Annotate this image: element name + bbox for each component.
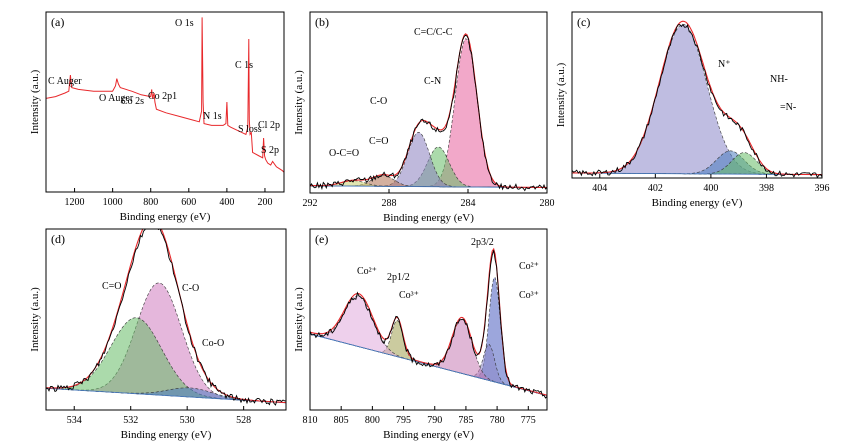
x-tick-label: 404 [592,183,607,194]
peak-annotation: Co³⁺ [399,290,419,301]
peak-annotation: C=O [369,136,389,147]
plot-area [46,229,286,406]
panel-b: 292 288 284 280 Binding energy (eV) Intensity… [293,11,555,224]
peak-annotation: C 1s [235,60,253,71]
y-axis-title: Intensity (a.u.) [293,70,305,135]
x-axis-title: Binding energy (eV) [121,429,212,441]
peak-annotation: Co-O [202,338,224,349]
axes-frame [45,11,285,193]
x-tick-label: 785 [458,415,473,426]
x-tick-label: 292 [303,198,318,209]
x-axis-title: Binding energy (eV) [652,197,743,209]
peak-annotation: =N- [780,102,796,113]
peak-annotation: Co 2s [121,96,144,107]
y-axis-title: Intensity (a.u.) [29,287,41,352]
raw-spectrum [46,229,286,406]
raw-spectrum [310,34,547,192]
x-axis-title: Binding energy (eV) [383,429,474,441]
axes-frame [571,11,823,179]
plot-area [310,33,547,192]
x-tick-label: 800 [365,415,380,426]
x-tick-label: 534 [67,415,82,426]
panel-a: 1200 1000 800 600 400 200 Binding energy (eV) I… [29,11,285,223]
peak-annotation: Cl 2p [258,120,280,131]
peak-annotation: C-O [370,96,387,107]
x-axis-title: Binding energy (eV) [383,212,474,224]
y-axis-title: Intensity (a.u.) [29,69,41,134]
peak-annotation: NH- [770,74,788,85]
plot-area [46,17,284,173]
x-tick-label: 800 [143,197,158,208]
plot-area [572,20,822,178]
x-tick-label: 810 [303,415,318,426]
peak-annotation: C-N [424,76,441,87]
peak-annotation: C=O [102,281,122,292]
plot-area [310,247,547,399]
x-tick-label: 400 [219,197,234,208]
x-tick-label: 400 [703,183,718,194]
panel-e: 810 805 800 795 790 785 780 775 Binding energy (… [293,228,548,441]
x-tick-label: 532 [123,415,138,426]
panel-label: (b) [315,15,329,29]
panel-label: (e) [315,232,328,246]
peak-annotation: Co²⁺ [357,266,377,277]
component-peak [310,131,547,188]
panel-c: 404 402 400 398 396 Binding energy (eV) Intens… [555,11,830,209]
peak-annotation: S 2p [261,145,279,156]
peak-annotation: C Auger [48,76,82,87]
peak-annotation: O-C=O [329,148,359,159]
x-tick-label: 795 [396,415,411,426]
peak-annotation: S loss [238,124,262,135]
peak-annotation: 2p1/2 [387,272,410,283]
x-tick-label: 600 [181,197,196,208]
axes-frame [309,228,548,411]
x-tick-label: 284 [461,198,476,209]
x-axis-title: Binding energy (eV) [120,211,211,223]
component-peak [572,24,822,175]
x-tick-label: 200 [257,197,272,208]
panel-label: (a) [51,15,64,29]
panel-d: 534 532 530 528 Binding energy (eV) Intensity… [29,228,287,441]
y-axis-title: Intensity (a.u.) [293,287,305,352]
x-tick-label: 805 [334,415,349,426]
peak-annotation: C-O [182,283,199,294]
x-tick-label: 1200 [65,197,85,208]
panel-label: (d) [51,232,65,246]
peak-annotation: N⁺ [718,59,731,70]
x-tick-label: 396 [815,183,830,194]
x-tick-label: 530 [180,415,195,426]
peak-annotation: Co 2p1 [148,91,177,102]
peak-annotation: O Auger [99,93,134,104]
y-axis-title: Intensity (a.u.) [555,62,567,127]
peak-annotation: C=C/C-C [414,27,453,38]
peak-annotation: O 1s [175,18,194,29]
x-tick-label: 1000 [103,197,123,208]
x-tick-label: 280 [540,198,555,209]
x-tick-label: 402 [648,183,663,194]
panel-label: (c) [577,15,590,29]
x-tick-label: 528 [236,415,251,426]
raw-spectrum [310,250,547,399]
x-tick-label: 775 [521,415,536,426]
background-line [310,333,547,396]
axes-frame [45,228,287,411]
axes-frame [309,11,548,194]
peak-annotation: N 1s [203,111,222,122]
peak-annotation: 2p3/2 [471,237,494,248]
x-tick-label: 288 [382,198,397,209]
peak-annotation: Co²⁺ [519,261,539,272]
peak-annotation: Co³⁺ [519,290,539,301]
x-tick-label: 398 [759,183,774,194]
survey-spectrum [46,17,284,173]
raw-spectrum [572,23,822,178]
x-tick-label: 780 [490,415,505,426]
x-tick-label: 790 [427,415,442,426]
